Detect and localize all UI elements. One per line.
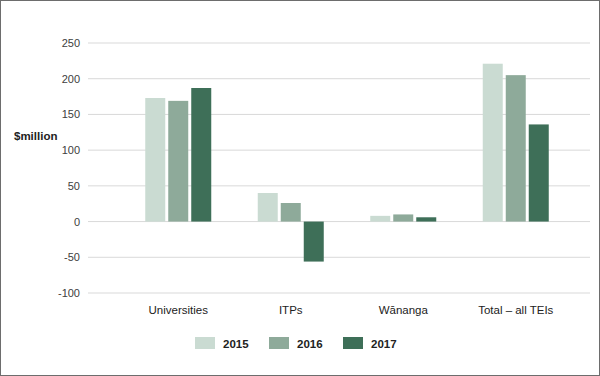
x-tick-label: ITPs (279, 304, 303, 316)
y-tick-label: -50 (64, 251, 80, 263)
chart-svg: -100 -50 0 50 100 150 200 250 $million Universiti… (0, 0, 600, 376)
legend-swatch (195, 337, 215, 349)
y-tick-label: 0 (74, 216, 80, 228)
grid-line (88, 257, 590, 258)
grid (88, 43, 590, 293)
bar (416, 217, 436, 221)
y-tick-labels: -100 -50 0 50 100 150 200 250 (58, 37, 80, 299)
y-tick-label: 250 (62, 37, 80, 49)
bar (281, 203, 301, 222)
bars (145, 64, 549, 262)
y-tick-label: 100 (62, 144, 80, 156)
y-axis-label: $million (14, 130, 57, 142)
bar (529, 124, 549, 221)
y-tick-label: 50 (68, 180, 80, 192)
y-tick-label: 150 (62, 108, 80, 120)
frame (1, 1, 600, 376)
bar (145, 98, 165, 222)
bar (258, 193, 278, 222)
chart-container: -100 -50 0 50 100 150 200 250 $million Universiti… (0, 0, 600, 376)
bar (483, 64, 503, 222)
bar (168, 101, 188, 222)
y-tick-label: -100 (58, 287, 80, 299)
grid-line (88, 293, 590, 294)
x-tick-label: Universities (149, 304, 209, 316)
grid-line (88, 43, 590, 44)
legend: 2015 2016 2017 (195, 337, 397, 350)
bar (191, 88, 211, 222)
x-tick-label: Total – all TEIs (478, 304, 553, 316)
x-tick-labels: Universities ITPs Wānanga Total – all TEIs (149, 304, 554, 316)
legend-swatch (269, 337, 289, 349)
legend-label: 2016 (297, 338, 323, 350)
legend-label: 2017 (371, 338, 397, 350)
bar (393, 214, 413, 221)
bar (370, 216, 390, 222)
x-tick-label: Wānanga (379, 304, 429, 316)
bar (506, 75, 526, 221)
legend-label: 2015 (223, 338, 249, 350)
legend-swatch (343, 337, 363, 349)
bar (304, 222, 324, 262)
y-tick-label: 200 (62, 73, 80, 85)
